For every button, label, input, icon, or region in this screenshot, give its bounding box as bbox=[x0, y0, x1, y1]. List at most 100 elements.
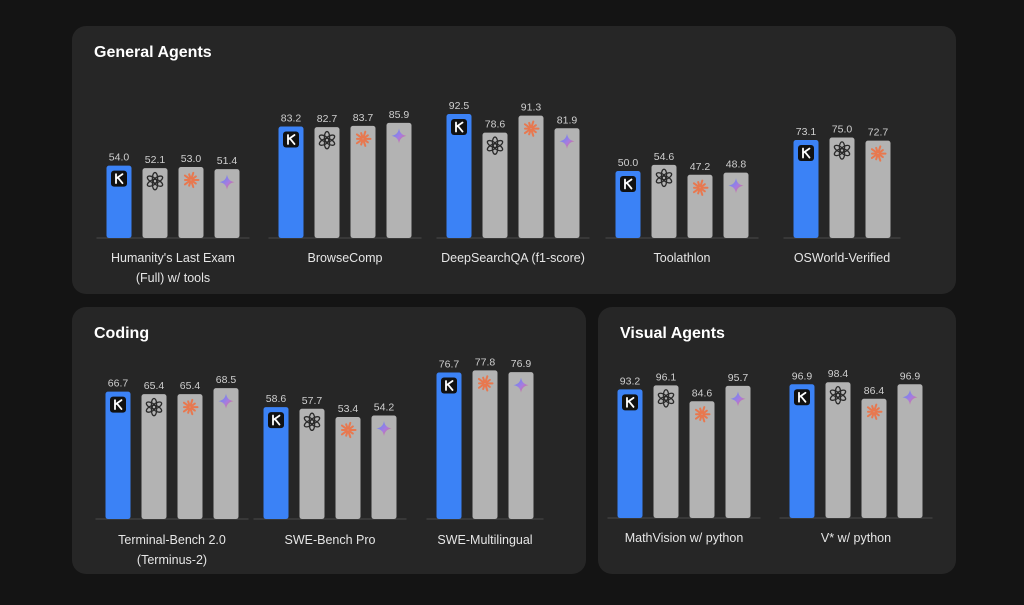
coding-panel: Coding 66.7 65.4 65.4 68.5 Terminal-Bench 2.… bbox=[72, 307, 586, 574]
value-label: 86.4 bbox=[864, 385, 885, 397]
value-label: 82.7 bbox=[317, 113, 338, 125]
bar-claude bbox=[472, 370, 498, 519]
openai-icon bbox=[318, 130, 336, 150]
bar-kimi bbox=[617, 389, 643, 518]
value-label: 66.7 bbox=[108, 378, 129, 390]
bar-openai bbox=[482, 132, 508, 238]
category-label: Humanity's Last Exam bbox=[111, 251, 235, 265]
value-label: 95.7 bbox=[728, 372, 749, 384]
gemini-star-icon bbox=[902, 389, 918, 405]
bar-gemini bbox=[213, 388, 239, 519]
category-label: OSWorld-Verified bbox=[794, 251, 890, 265]
coding-chart: 66.7 65.4 65.4 68.5 Terminal-Bench 2.0 (Termi… bbox=[95, 356, 544, 567]
bar-claude bbox=[177, 394, 203, 519]
openai-icon bbox=[303, 412, 321, 432]
gemini-star-icon bbox=[728, 178, 744, 194]
bar-claude bbox=[687, 174, 713, 238]
value-label: 50.0 bbox=[618, 157, 639, 169]
kimi-k-icon bbox=[622, 394, 638, 411]
openai-icon bbox=[833, 141, 851, 160]
value-label: 53.0 bbox=[181, 153, 202, 165]
value-label: 76.9 bbox=[511, 358, 532, 370]
openai-icon bbox=[829, 385, 847, 405]
gemini-star-icon bbox=[513, 377, 529, 393]
bar-claude bbox=[518, 115, 544, 238]
kimi-k-icon bbox=[283, 131, 299, 148]
bar-kimi bbox=[446, 114, 472, 238]
general-agents-chart: 54.0 52.1 53.0 51.4 Humanity's Last Exam (Ful… bbox=[96, 100, 901, 285]
panel-title: Coding bbox=[94, 325, 150, 342]
openai-icon bbox=[146, 171, 164, 191]
category-label: DeepSearchQA (f1-score) bbox=[441, 251, 585, 265]
gemini-star-icon bbox=[376, 420, 392, 436]
value-label: 98.4 bbox=[828, 368, 849, 380]
category-label: SWE-Multilingual bbox=[437, 533, 532, 547]
bar-gemini bbox=[371, 415, 397, 519]
openai-icon bbox=[655, 168, 673, 188]
claude-burst-icon bbox=[870, 145, 887, 162]
category-label: BrowseComp bbox=[307, 251, 382, 265]
bar-openai bbox=[314, 127, 340, 238]
claude-burst-icon bbox=[523, 120, 540, 137]
gemini-star-icon bbox=[391, 128, 407, 144]
value-label: 81.9 bbox=[557, 114, 578, 126]
openai-icon bbox=[145, 397, 163, 417]
claude-burst-icon bbox=[866, 403, 883, 420]
openai-icon bbox=[657, 389, 675, 408]
value-label: 58.6 bbox=[266, 393, 287, 405]
value-label: 57.7 bbox=[302, 395, 323, 407]
kimi-k-icon bbox=[110, 396, 126, 413]
value-label: 84.6 bbox=[692, 387, 713, 399]
bar-claude bbox=[335, 417, 361, 519]
value-label: 68.5 bbox=[216, 374, 237, 386]
value-label: 52.1 bbox=[145, 154, 166, 166]
claude-burst-icon bbox=[477, 375, 494, 392]
value-label: 54.6 bbox=[654, 151, 675, 163]
value-label: 96.1 bbox=[656, 371, 677, 383]
value-label: 47.2 bbox=[690, 161, 711, 173]
claude-burst-icon bbox=[340, 421, 357, 439]
bar-gemini bbox=[723, 172, 749, 238]
category-label: SWE-Bench Pro bbox=[284, 533, 375, 547]
value-label: 51.4 bbox=[217, 155, 238, 167]
kimi-k-icon bbox=[798, 145, 814, 162]
value-label: 65.4 bbox=[180, 380, 201, 392]
bar-openai bbox=[142, 168, 168, 238]
general-agents-panel: General Agents 54.0 52.1 53.0 51.4 Humanity'… bbox=[72, 26, 956, 294]
bar-claude bbox=[350, 125, 376, 238]
category-label: MathVision w/ python bbox=[625, 531, 744, 545]
bar-openai bbox=[299, 408, 325, 519]
bar-openai bbox=[825, 382, 851, 518]
value-label: 73.1 bbox=[796, 126, 817, 138]
bar-gemini bbox=[897, 384, 923, 518]
claude-burst-icon bbox=[182, 398, 199, 416]
gemini-star-icon bbox=[730, 391, 746, 407]
bar-gemini bbox=[554, 128, 580, 238]
value-label: 96.9 bbox=[900, 370, 921, 382]
value-label: 85.9 bbox=[389, 109, 410, 121]
gemini-star-icon bbox=[218, 393, 234, 409]
bar-gemini bbox=[214, 169, 240, 238]
bar-gemini bbox=[725, 385, 751, 518]
bar-openai bbox=[141, 394, 167, 519]
bar-claude bbox=[865, 140, 891, 238]
kimi-k-icon bbox=[451, 119, 467, 136]
category-label: V* w/ python bbox=[821, 531, 891, 545]
bar-kimi bbox=[105, 391, 131, 519]
claude-burst-icon bbox=[183, 171, 200, 189]
category-label: (Terminus-2) bbox=[137, 553, 207, 567]
bar-kimi bbox=[789, 384, 815, 518]
bar-kimi bbox=[263, 407, 289, 519]
value-label: 48.8 bbox=[726, 159, 747, 171]
bar-openai bbox=[829, 137, 855, 238]
category-label: (Full) w/ tools bbox=[136, 271, 210, 285]
value-label: 76.7 bbox=[439, 359, 460, 371]
value-label: 53.4 bbox=[338, 403, 359, 415]
claude-burst-icon bbox=[694, 406, 711, 423]
value-label: 54.0 bbox=[109, 152, 130, 164]
value-label: 83.2 bbox=[281, 113, 302, 125]
value-label: 75.0 bbox=[832, 124, 853, 136]
category-label: Terminal-Bench 2.0 bbox=[118, 533, 226, 547]
value-label: 77.8 bbox=[475, 356, 496, 368]
bar-kimi bbox=[793, 140, 819, 238]
